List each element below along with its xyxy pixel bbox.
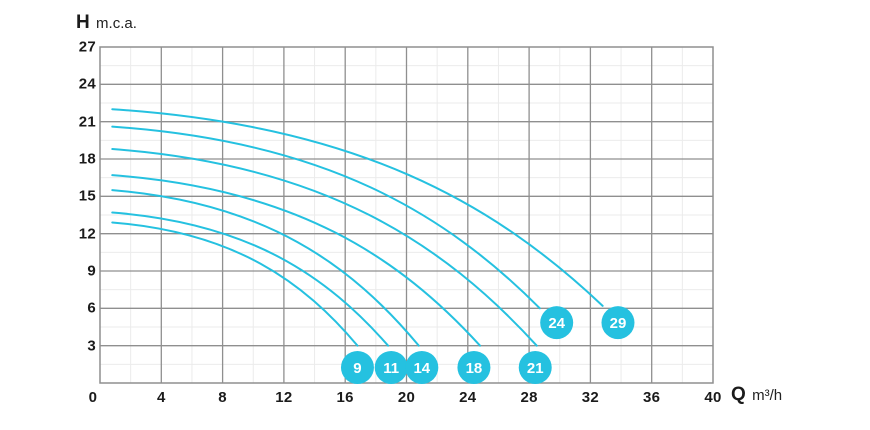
pump-curve-18 (111, 174, 482, 347)
y-tick-3: 3 (87, 337, 96, 355)
curve-badge-label-18: 18 (466, 360, 483, 377)
y-axis-symbol: H (76, 12, 91, 33)
curve-badge-14 (405, 350, 439, 384)
y-tick-15: 15 (78, 187, 96, 205)
x-tick-32: 32 (581, 389, 600, 406)
curve-badge-24 (540, 306, 574, 340)
curve-badge-21 (518, 350, 552, 384)
x-tick-0: 0 (88, 389, 98, 406)
curve-badge-label-14: 14 (413, 360, 430, 377)
pump-curve-11 (111, 211, 390, 347)
x-tick-28: 28 (520, 389, 538, 406)
y-tick-21: 21 (78, 113, 96, 131)
y-tick-24: 24 (78, 75, 96, 93)
curve-badge-label-9: 9 (353, 360, 361, 377)
x-tick-12: 12 (275, 389, 293, 406)
curve-badge-18 (457, 350, 491, 384)
pump-curve-14 (111, 189, 420, 347)
x-tick-16: 16 (336, 389, 354, 406)
y-tick-27: 27 (78, 38, 96, 56)
y-axis-unit: m.c.a. (96, 15, 137, 32)
x-tick-8: 8 (218, 389, 227, 406)
curve-badge-9 (340, 350, 374, 384)
curve-badge-label-11: 11 (383, 360, 399, 377)
curve-badge-29 (601, 306, 635, 340)
x-axis-symbol: Q (731, 384, 747, 405)
pump-curve-9 (111, 221, 359, 347)
x-tick-40: 40 (704, 389, 722, 406)
x-tick-20: 20 (397, 389, 416, 406)
x-axis-unit: m³/h (752, 387, 783, 404)
curve-badge-label-21: 21 (527, 360, 544, 377)
curve-badge-11 (374, 350, 408, 384)
x-tick-4: 4 (156, 389, 166, 406)
curve-badge-label-29: 29 (610, 315, 627, 332)
x-tick-36: 36 (643, 389, 661, 406)
pump-curve-24 (111, 125, 541, 310)
pump-curve-29 (111, 108, 604, 307)
y-tick-12: 12 (78, 225, 96, 243)
pump-curve-21 (111, 148, 538, 347)
y-tick-18: 18 (78, 150, 96, 168)
plot-border (99, 46, 714, 384)
x-tick-24: 24 (459, 389, 477, 406)
y-tick-6: 6 (87, 299, 96, 317)
y-tick-9: 9 (87, 262, 96, 280)
curve-badge-label-24: 24 (548, 315, 565, 332)
